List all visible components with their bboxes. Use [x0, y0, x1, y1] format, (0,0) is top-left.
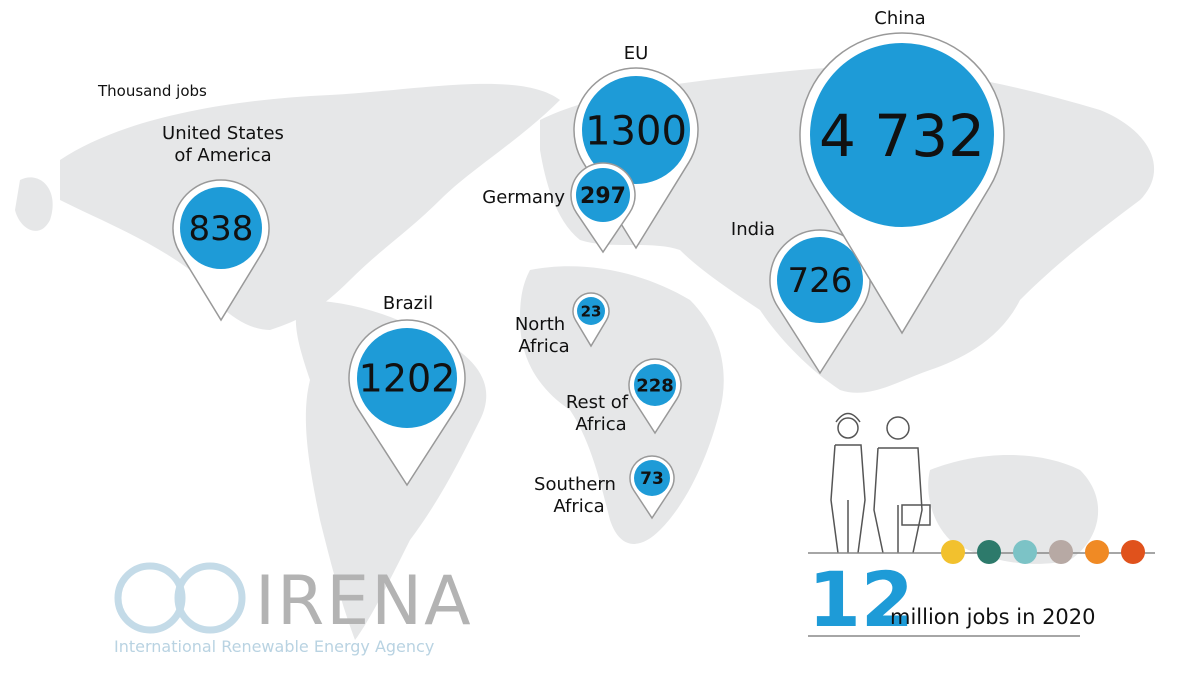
pin-circle — [576, 168, 630, 222]
total-label: million jobs in 2020 — [890, 605, 1096, 629]
region-name: Southern — [534, 474, 616, 495]
region-value: 4 732 — [819, 102, 985, 170]
region-value: 23 — [581, 302, 602, 320]
pin-circle — [577, 297, 605, 325]
region-name: Rest of — [566, 392, 629, 413]
total-value: 12 — [808, 555, 914, 644]
pin-circle — [180, 187, 262, 269]
pin-circle — [582, 76, 690, 184]
region-name: of America — [174, 145, 271, 166]
region-name: North — [515, 314, 565, 335]
region-value: 1300 — [585, 108, 687, 154]
pin-circle — [634, 460, 670, 496]
region-name: China — [874, 8, 925, 29]
logo-full-name: International Renewable Energy Agency — [114, 637, 434, 656]
unit-label: Thousand jobs — [97, 82, 207, 100]
pin-circle — [634, 364, 676, 406]
worker-illustration — [830, 412, 931, 554]
energy-icons — [941, 540, 1145, 564]
region-value: 838 — [189, 209, 254, 249]
region-name: Germany — [482, 187, 565, 208]
region-value: 73 — [640, 469, 664, 489]
region-value: 726 — [788, 261, 853, 301]
pin-circle — [810, 43, 994, 227]
irena-logo: IRENA International Renewable Energy Age… — [114, 562, 473, 656]
region-name: United States — [162, 123, 284, 144]
logo-name: IRENA — [255, 562, 473, 641]
pin-circle — [357, 328, 457, 428]
region-name: India — [731, 219, 775, 240]
region-value: 297 — [580, 184, 626, 209]
region-value: 1202 — [359, 357, 456, 401]
region-name: Africa — [518, 336, 569, 357]
region-name: Africa — [575, 414, 626, 435]
pin-circle — [777, 237, 863, 323]
region-name: Africa — [553, 496, 604, 517]
region-name: Brazil — [383, 293, 433, 314]
region-name: EU — [624, 43, 649, 64]
region-value: 228 — [636, 375, 674, 396]
